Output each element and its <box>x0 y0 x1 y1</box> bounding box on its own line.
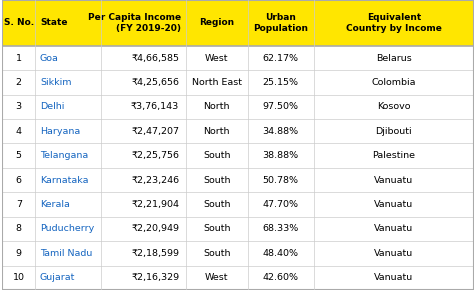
Text: North: North <box>204 127 230 136</box>
Text: 97.50%: 97.50% <box>263 102 299 111</box>
Text: 4: 4 <box>16 127 22 136</box>
Text: ₹4,25,656: ₹4,25,656 <box>131 78 179 87</box>
Text: South: South <box>203 249 231 258</box>
Text: 10: 10 <box>13 273 25 282</box>
Text: West: West <box>205 54 228 63</box>
Text: Vanuatu: Vanuatu <box>374 249 413 258</box>
Text: 48.40%: 48.40% <box>263 249 299 258</box>
Text: Telangana: Telangana <box>40 151 88 160</box>
Bar <box>2 119 474 144</box>
Text: State: State <box>40 18 67 28</box>
Text: Kosovo: Kosovo <box>377 102 410 111</box>
Text: Kerala: Kerala <box>40 200 70 209</box>
Text: 3: 3 <box>16 102 22 111</box>
Text: Delhi: Delhi <box>40 102 64 111</box>
Text: 62.17%: 62.17% <box>263 54 299 63</box>
Text: Puducherry: Puducherry <box>40 224 94 233</box>
Text: 38.88%: 38.88% <box>263 151 299 160</box>
Text: Haryana: Haryana <box>40 127 80 136</box>
Text: ₹3,76,143: ₹3,76,143 <box>131 102 179 111</box>
Text: 47.70%: 47.70% <box>263 200 299 209</box>
Text: 42.60%: 42.60% <box>263 273 299 282</box>
Text: Urban
Population: Urban Population <box>253 13 308 33</box>
Text: 2: 2 <box>16 78 22 87</box>
Bar <box>2 192 474 217</box>
Text: Colombia: Colombia <box>372 78 416 87</box>
Bar <box>2 168 474 192</box>
Text: South: South <box>203 176 231 185</box>
Text: ₹2,23,246: ₹2,23,246 <box>131 176 179 185</box>
Text: ₹2,20,949: ₹2,20,949 <box>131 224 179 233</box>
Bar <box>2 217 474 241</box>
Text: Sikkim: Sikkim <box>40 78 72 87</box>
Text: Vanuatu: Vanuatu <box>374 273 413 282</box>
Text: Djibouti: Djibouti <box>375 127 412 136</box>
Text: Vanuatu: Vanuatu <box>374 224 413 233</box>
Text: 5: 5 <box>16 151 22 160</box>
Text: 7: 7 <box>16 200 22 209</box>
Text: ₹2,16,329: ₹2,16,329 <box>131 273 179 282</box>
Text: Goa: Goa <box>40 54 59 63</box>
Bar <box>2 46 474 70</box>
Text: 6: 6 <box>16 176 22 185</box>
Text: ₹2,25,756: ₹2,25,756 <box>131 151 179 160</box>
Text: 9: 9 <box>16 249 22 258</box>
Text: 34.88%: 34.88% <box>263 127 299 136</box>
Bar <box>2 70 474 95</box>
Text: West: West <box>205 273 228 282</box>
Bar <box>2 95 474 119</box>
Text: S. No.: S. No. <box>4 18 34 28</box>
Text: ₹2,18,599: ₹2,18,599 <box>131 249 179 258</box>
Text: ₹2,21,904: ₹2,21,904 <box>131 200 179 209</box>
Text: 50.78%: 50.78% <box>263 176 299 185</box>
Text: 25.15%: 25.15% <box>263 78 299 87</box>
Text: Region: Region <box>199 18 235 28</box>
Text: 1: 1 <box>16 54 22 63</box>
Text: Vanuatu: Vanuatu <box>374 200 413 209</box>
Text: Gujarat: Gujarat <box>40 273 75 282</box>
Bar <box>2 0 474 46</box>
Text: Tamil Nadu: Tamil Nadu <box>40 249 92 258</box>
Text: North East: North East <box>192 78 242 87</box>
Text: ₹4,66,585: ₹4,66,585 <box>131 54 179 63</box>
Text: Equivalent
Country by Income: Equivalent Country by Income <box>346 13 442 33</box>
Text: Per Capita Income
(FY 2019-20): Per Capita Income (FY 2019-20) <box>88 13 182 33</box>
Text: Karnataka: Karnataka <box>40 176 89 185</box>
Text: Belarus: Belarus <box>376 54 412 63</box>
Text: ₹2,47,207: ₹2,47,207 <box>131 127 179 136</box>
Text: Palestine: Palestine <box>372 151 415 160</box>
Text: South: South <box>203 200 231 209</box>
Bar <box>2 266 474 290</box>
Text: 8: 8 <box>16 224 22 233</box>
Text: 68.33%: 68.33% <box>263 224 299 233</box>
Bar <box>2 144 474 168</box>
Text: South: South <box>203 151 231 160</box>
Text: Vanuatu: Vanuatu <box>374 176 413 185</box>
Text: North: North <box>204 102 230 111</box>
Bar <box>2 241 474 266</box>
Text: South: South <box>203 224 231 233</box>
